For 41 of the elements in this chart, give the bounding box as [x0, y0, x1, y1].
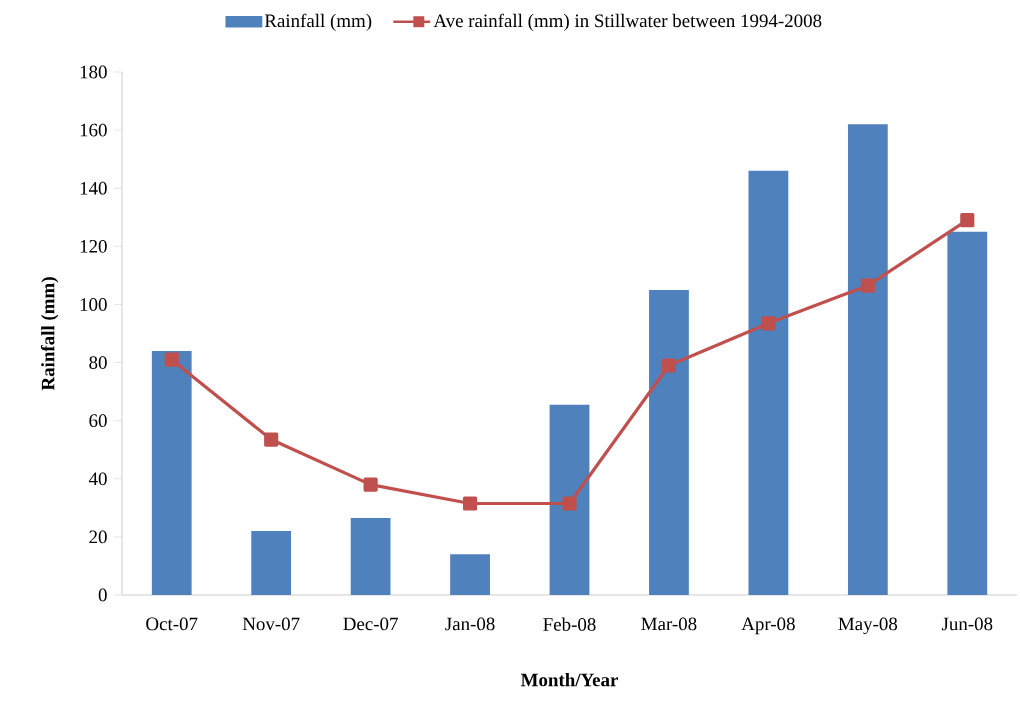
y-tick-label: 80	[89, 356, 107, 369]
y-tick-label: 20	[89, 530, 107, 544]
point	[462, 496, 478, 511]
x-tick-label: Nov-07	[242, 617, 300, 631]
point	[164, 352, 179, 367]
point	[860, 278, 875, 293]
bar	[151, 350, 192, 595]
y-tick-label: 0	[98, 588, 107, 602]
y-tick-label: 180	[80, 65, 107, 79]
bar	[947, 231, 988, 595]
point	[761, 316, 776, 331]
bar	[450, 554, 490, 595]
x-tick-label: Feb-08	[543, 617, 596, 631]
legend-label: Rainfall (mm)	[264, 13, 372, 31]
bar	[847, 124, 888, 595]
y-tick-label: 60	[89, 414, 107, 428]
point	[264, 432, 279, 447]
x-tick-label: Apr-08	[741, 617, 795, 635]
x-tick-label: Oct-07	[146, 617, 198, 631]
point	[661, 358, 677, 373]
y-tick-label: 140	[80, 181, 107, 195]
x-tick-label: Jun-08	[941, 617, 993, 631]
bar	[549, 404, 590, 595]
bar	[350, 518, 391, 595]
bar	[649, 289, 689, 595]
point	[363, 477, 378, 492]
x-tick-label: Mar-08	[641, 617, 697, 631]
legend-label: Ave rainfall (mm) in Stillwater between 1994-2008	[433, 13, 822, 31]
bar	[748, 170, 789, 595]
y-tick-label: 160	[80, 123, 107, 137]
x-tick-label: Dec-07	[343, 617, 398, 631]
point	[562, 496, 577, 511]
y-tick-label: 120	[80, 239, 107, 253]
point	[960, 213, 975, 228]
x-tick-label: Jan-08	[445, 617, 495, 631]
x-tick-label: May-08	[838, 617, 898, 635]
y-tick-label: 100	[80, 298, 107, 311]
y-axis-title: Rainfall (mm)	[40, 277, 59, 391]
x-axis-title: Month/Year	[520, 673, 618, 687]
bar	[251, 531, 292, 595]
y-tick-label: 40	[88, 472, 107, 486]
